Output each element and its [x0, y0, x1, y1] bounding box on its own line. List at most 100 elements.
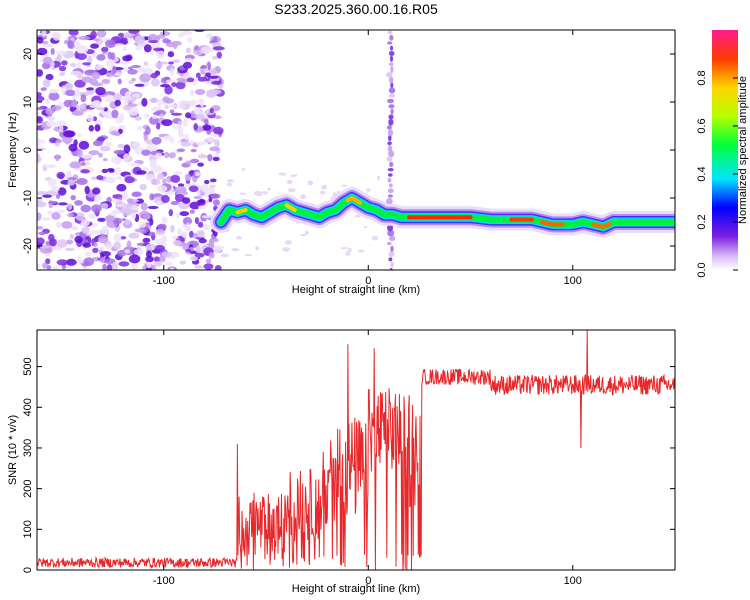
- ridge-green-layer: [218, 195, 675, 230]
- noise-blob: [47, 116, 56, 121]
- noise-blob: [197, 162, 204, 167]
- noise-column-blob: [388, 235, 396, 242]
- noise-blob: [67, 177, 77, 181]
- noise-blob: [92, 187, 101, 195]
- noise-blob: [139, 183, 147, 191]
- noise-blob: [67, 179, 75, 186]
- noise-blob: [66, 239, 74, 245]
- noise-blob: [91, 82, 104, 87]
- noise-blob: [181, 231, 188, 238]
- noise-blob: [145, 255, 154, 263]
- y-tick-label: -10: [22, 190, 34, 206]
- noise-blob: [164, 85, 173, 95]
- ridge-hot-core: [540, 220, 565, 227]
- noise-blob: [212, 156, 220, 162]
- noise-blob: [68, 30, 79, 36]
- noise-blob: [81, 162, 86, 166]
- noise-blob: [37, 92, 42, 97]
- noise-blob: [105, 141, 113, 147]
- noise-column-blob: [388, 76, 394, 84]
- noise-blob: [70, 195, 76, 201]
- noise-blob: [205, 33, 214, 39]
- noise-blob: [150, 178, 161, 186]
- noise-blob: [149, 50, 155, 55]
- noise-blob: [161, 234, 167, 243]
- noise-blob: [231, 248, 240, 252]
- noise-blob: [101, 51, 108, 55]
- noise-blob: [171, 82, 177, 87]
- noise-blob: [101, 168, 109, 174]
- noise-blob: [178, 156, 183, 161]
- noise-blob: [146, 250, 152, 258]
- noise-blob: [86, 114, 94, 122]
- noise-blob: [195, 245, 201, 254]
- noise-blob: [66, 170, 72, 177]
- noise-blob: [76, 52, 87, 61]
- noise-blob: [300, 234, 306, 237]
- noise-blob: [56, 259, 68, 266]
- noise-blob: [205, 258, 212, 264]
- noise-blob: [150, 78, 160, 87]
- noise-blob: [377, 175, 381, 180]
- noise-blob: [173, 43, 178, 50]
- noise-blob: [120, 96, 127, 101]
- noise-blob: [156, 185, 168, 192]
- noise-blob: [82, 62, 91, 66]
- ridge-hot-core: [284, 203, 297, 212]
- noise-blob: [161, 194, 170, 204]
- noise-blob: [92, 116, 98, 122]
- noise-blob: [208, 252, 215, 259]
- noise-blob: [161, 216, 168, 224]
- noise-blob: [49, 238, 57, 247]
- noise-column-blob: [388, 62, 394, 66]
- noise-blob: [319, 190, 326, 195]
- noise-blob: [179, 80, 189, 83]
- noise-column-blob: [388, 150, 395, 158]
- noise-column-blob: [387, 241, 392, 246]
- noise-blob: [102, 158, 108, 162]
- noise-blob: [88, 213, 96, 220]
- noise-blob: [210, 178, 217, 183]
- noise-blob: [37, 36, 44, 44]
- noise-blob: [164, 261, 173, 267]
- noise-blob: [174, 186, 187, 194]
- noise-blob: [67, 213, 74, 218]
- noise-blob: [82, 242, 92, 248]
- noise-blob: [146, 261, 152, 269]
- noise-blob: [167, 51, 175, 58]
- noise-blob: [203, 263, 214, 270]
- noise-blob: [132, 93, 141, 99]
- noise-blob: [113, 149, 126, 155]
- noise-blob: [202, 223, 211, 230]
- noise-blob: [51, 105, 62, 111]
- noise-blob: [216, 51, 222, 59]
- noise-blob: [41, 40, 49, 45]
- noise-blob: [128, 232, 140, 239]
- noise-column-blob: [388, 51, 395, 56]
- noise-blob: [96, 107, 105, 111]
- noise-blob: [105, 72, 113, 77]
- noise-blob: [202, 124, 212, 131]
- noise-blob: [117, 143, 126, 149]
- noise-blob: [300, 194, 307, 199]
- noise-blob: [209, 146, 220, 152]
- noise-blob: [115, 203, 125, 208]
- noise-blob: [37, 191, 48, 196]
- noise-blob: [164, 105, 169, 109]
- ridge-hot-core: [345, 195, 363, 205]
- noise-column-blob: [385, 198, 393, 205]
- noise-blob: [173, 171, 183, 176]
- noise-blob: [170, 200, 180, 206]
- noise-blob: [357, 249, 365, 253]
- noise-blob: [143, 132, 149, 142]
- noise-blob: [205, 72, 211, 77]
- noise-blob: [209, 89, 222, 95]
- noise-blob: [104, 176, 116, 184]
- noise-blob: [104, 258, 116, 265]
- noise-blob: [366, 188, 371, 192]
- noise-blob: [37, 95, 45, 102]
- noise-blob: [207, 75, 219, 79]
- noise-blob: [208, 240, 215, 249]
- x-tick-label: -100: [153, 275, 175, 287]
- noise-blob: [170, 174, 181, 183]
